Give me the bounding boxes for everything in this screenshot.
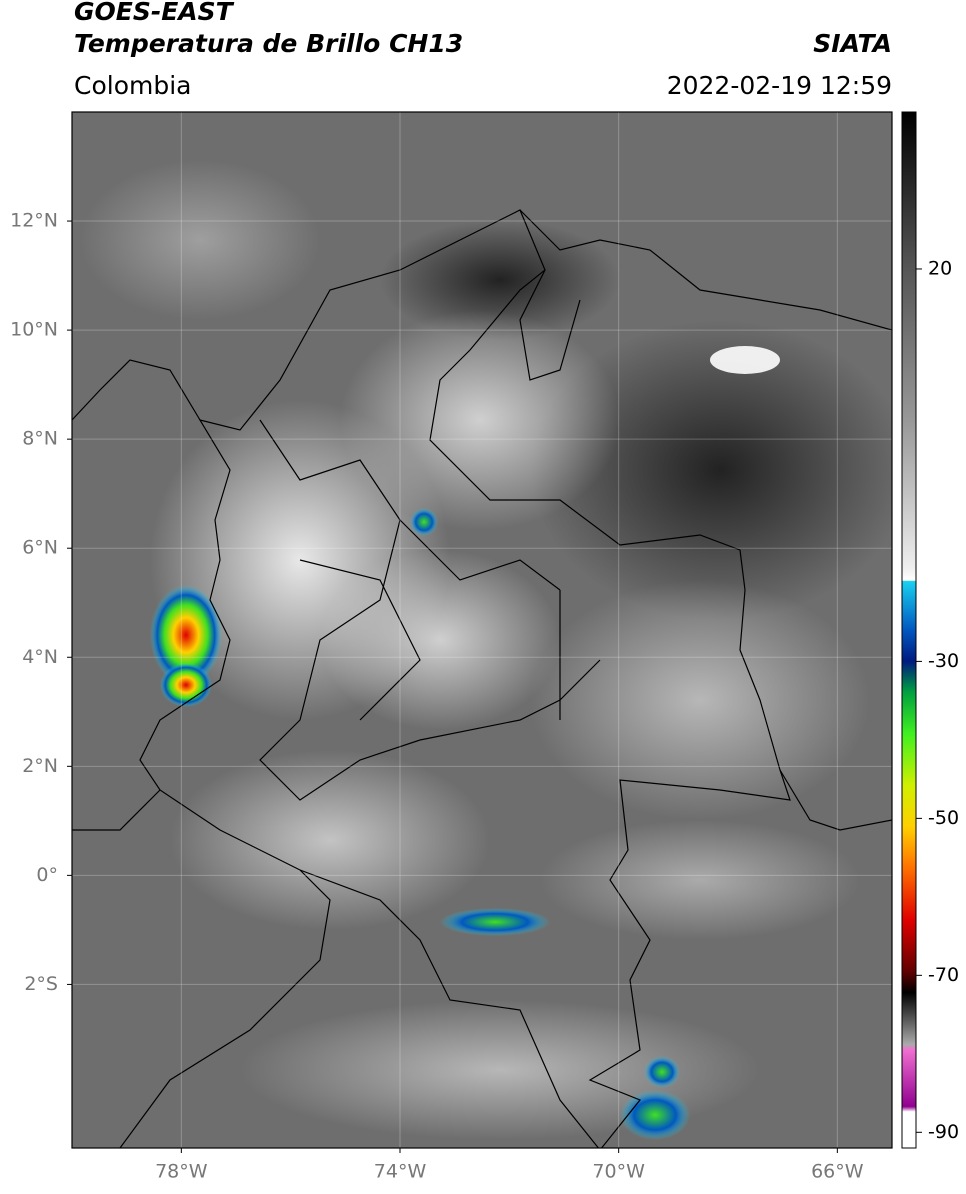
- x-tick-label: 74°W: [374, 1161, 427, 1183]
- y-tick-label: 2°S: [24, 973, 58, 995]
- datetime: 2022-02-19 12:59: [667, 71, 892, 100]
- subtitle: Temperatura de Brillo CH13: [74, 29, 463, 58]
- x-tick-label: 70°W: [592, 1161, 645, 1183]
- y-tick-label: 6°N: [22, 537, 58, 559]
- colorbar-tick-label: -50: [928, 807, 959, 829]
- y-tick-label: 4°N: [22, 646, 58, 668]
- y-tick-label: 12°N: [10, 210, 58, 232]
- x-tick-label: 66°W: [811, 1161, 864, 1183]
- region: Colombia: [74, 71, 191, 100]
- y-tick-label: 8°N: [22, 428, 58, 450]
- x-tick-label: 78°W: [155, 1161, 208, 1183]
- grid: [72, 112, 892, 1148]
- colorbar-tick-label: -70: [928, 964, 959, 986]
- y-tick-label: 2°N: [22, 755, 58, 777]
- colorbar-tick-label: -30: [928, 650, 959, 672]
- colorbar: [901, 111, 917, 1149]
- satellite-image: [72, 112, 892, 1148]
- y-tick-label: 10°N: [10, 319, 58, 341]
- title: GOES-EAST: [74, 0, 235, 26]
- colorbar-tick-label: -90: [928, 1121, 959, 1143]
- colorbar-tick-label: 20: [928, 257, 952, 279]
- y-tick-label: 0°: [36, 864, 58, 886]
- map-frame: [71, 111, 893, 1149]
- source: SIATA: [813, 29, 892, 58]
